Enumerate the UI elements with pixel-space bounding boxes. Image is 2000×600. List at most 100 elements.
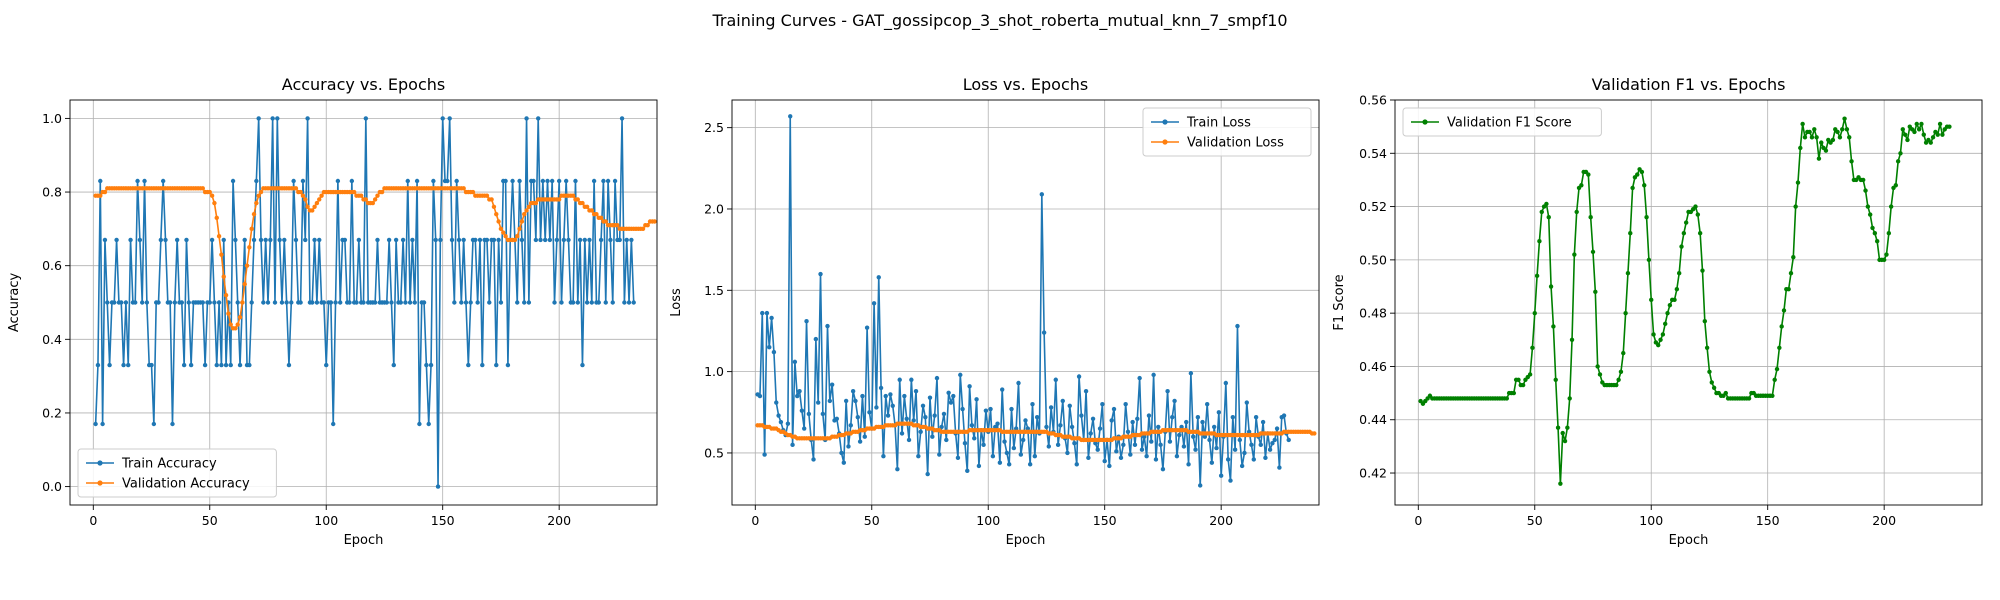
data-point	[375, 193, 380, 198]
data-point	[1107, 463, 1112, 469]
x-tick-label: 200	[1209, 513, 1233, 528]
data-point	[121, 362, 126, 368]
data-point	[1011, 445, 1017, 451]
data-point	[1802, 135, 1808, 140]
data-point	[1281, 413, 1287, 418]
data-point	[214, 215, 219, 221]
data-point	[1921, 132, 1926, 137]
data-point	[934, 375, 940, 381]
data-point	[909, 377, 914, 382]
data-point	[1560, 430, 1565, 436]
data-point	[619, 116, 625, 121]
data-point	[1018, 452, 1024, 457]
data-point	[354, 300, 359, 305]
data-point	[554, 237, 560, 243]
data-point	[140, 300, 145, 305]
data-point	[888, 392, 893, 397]
data-point	[1139, 447, 1145, 452]
data-point	[1067, 403, 1072, 408]
data-point	[1861, 177, 1866, 183]
data-point	[1562, 438, 1568, 444]
figure-suptitle: Training Curves - GAT_gossipcop_3_shot_r…	[711, 11, 1287, 31]
data-point	[1621, 350, 1626, 356]
data-point	[811, 457, 816, 462]
legend-marker	[97, 460, 103, 466]
x-tick-label: 0	[751, 513, 759, 528]
data-point	[790, 442, 795, 448]
data-point	[417, 421, 422, 427]
data-point	[902, 393, 907, 399]
data-point	[1209, 460, 1215, 465]
data-point	[1188, 371, 1194, 376]
data-point	[818, 271, 823, 277]
data-point	[1572, 252, 1577, 257]
data-point	[645, 222, 650, 228]
y-tick-label: 0.4	[42, 332, 62, 347]
data-point	[1937, 121, 1943, 127]
data-point	[843, 398, 849, 404]
data-point	[1312, 431, 1317, 436]
data-point	[1516, 377, 1521, 382]
data-point	[484, 237, 490, 243]
data-point	[445, 178, 450, 184]
legend-marker	[1162, 119, 1168, 125]
data-point	[1635, 172, 1640, 177]
data-point	[1023, 418, 1028, 423]
data-point	[1149, 439, 1154, 444]
data-point	[1142, 434, 1147, 439]
data-point	[265, 300, 271, 305]
data-point	[456, 237, 462, 243]
data-point	[1628, 231, 1633, 236]
data-point	[1863, 188, 1868, 193]
data-point	[293, 186, 299, 191]
legend-entry: Validation Loss	[1187, 136, 1284, 151]
data-point	[1895, 159, 1901, 164]
data-point	[421, 300, 427, 305]
panel-f1: 0 50 100 150 200 0.42 0.44 0.46 0.48 0.50 0.52 0.54…	[1332, 75, 1983, 548]
data-point	[1704, 345, 1710, 350]
data-point	[230, 178, 236, 184]
data-point	[1060, 398, 1065, 404]
data-point	[1555, 425, 1561, 430]
data-point	[123, 300, 129, 305]
data-point	[1916, 127, 1922, 132]
data-point	[1079, 413, 1084, 418]
data-point	[226, 311, 231, 316]
data-point	[470, 189, 476, 195]
data-point	[577, 237, 583, 243]
data-point	[617, 237, 622, 243]
data-point	[268, 237, 273, 243]
data-point	[1076, 374, 1082, 379]
data-point	[235, 300, 240, 305]
data-point	[435, 484, 441, 489]
data-point	[1700, 268, 1705, 273]
data-point	[1786, 286, 1791, 292]
data-point	[969, 423, 975, 428]
data-point	[1520, 382, 1526, 388]
data-point	[361, 300, 366, 305]
data-point	[1702, 318, 1708, 324]
data-point	[251, 237, 257, 243]
data-point	[769, 315, 774, 321]
y-tick-label: 0.56	[1359, 93, 1387, 108]
data-point	[545, 178, 550, 184]
data-point	[223, 292, 229, 298]
y-tick-label: 0.42	[1359, 466, 1387, 481]
legend-box	[77, 448, 277, 498]
data-point	[857, 439, 863, 444]
data-point	[542, 237, 548, 243]
data-point	[233, 326, 238, 331]
data-point	[1819, 140, 1824, 145]
data-point	[883, 393, 888, 399]
data-point	[640, 226, 646, 232]
data-point	[1616, 377, 1621, 382]
data-point	[358, 193, 364, 198]
data-point	[829, 382, 835, 387]
data-point	[778, 419, 784, 425]
data-point	[149, 362, 154, 368]
data-point	[897, 377, 902, 382]
data-point	[1614, 382, 1619, 388]
data-point	[1914, 121, 1919, 127]
data-point	[760, 310, 765, 316]
data-point	[1137, 375, 1142, 381]
